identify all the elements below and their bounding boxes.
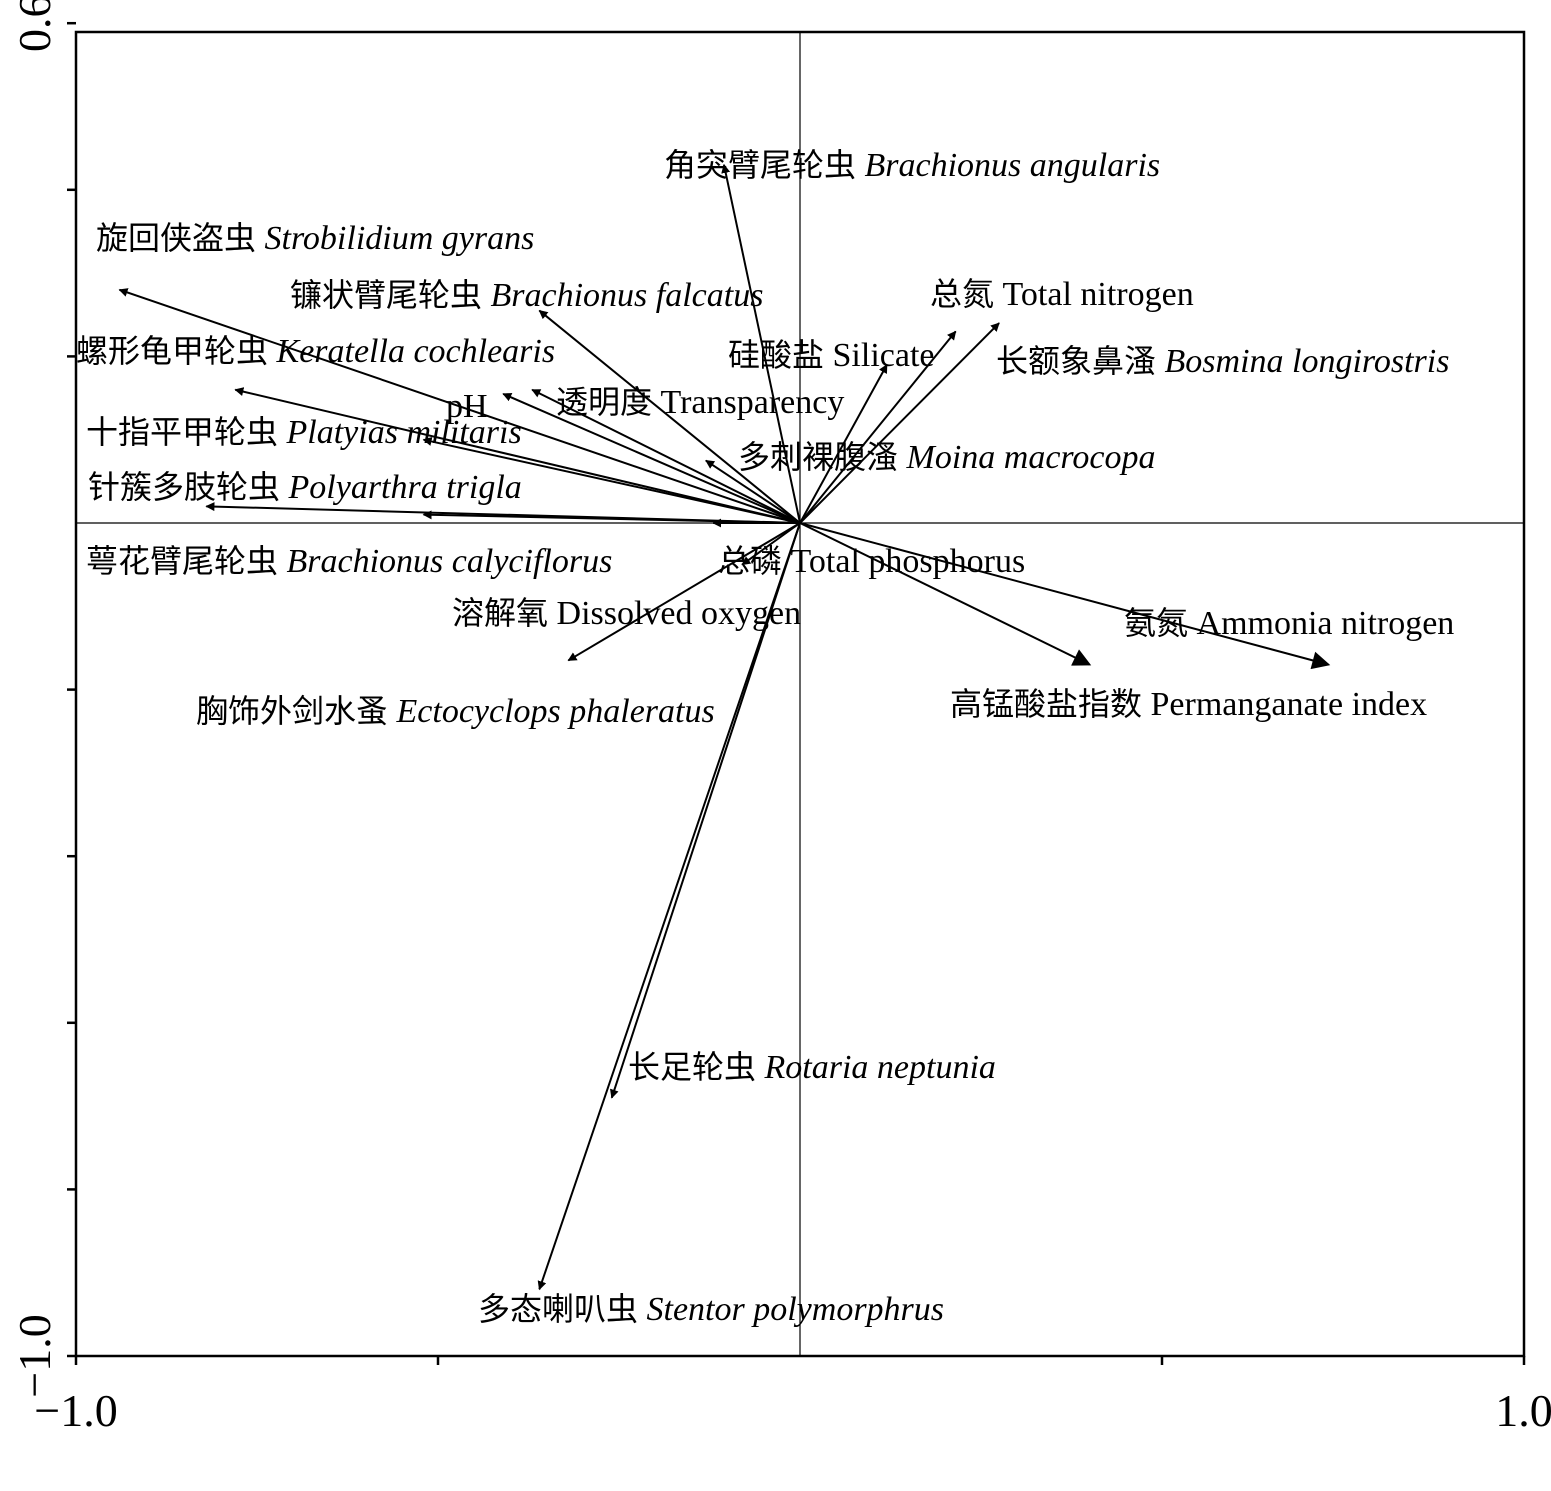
- arrow-brachionus-calyciflorus: [422, 510, 801, 524]
- label-silicate: 硅酸盐 Silicate: [728, 336, 934, 374]
- label-name: Permanganate index: [1151, 686, 1428, 723]
- label-name: Brachionus falcatus: [491, 277, 764, 314]
- x-tick-label: −1.0: [34, 1385, 117, 1436]
- arrow-bosmina-longirostris: [799, 363, 888, 524]
- biplot-arrows: [118, 163, 1331, 1291]
- label-name: Brachionus angularis: [865, 147, 1161, 184]
- label-name: Stentor polymorphrus: [647, 1291, 945, 1328]
- label-brachionus-falcatus: 镰状臂尾轮虫 Brachionus falcatus: [290, 276, 763, 314]
- arrow-ectocyclops-phaleratus: [741, 522, 801, 566]
- label-platyias-militaris: 十指平甲轮虫 Platyias militaris: [86, 413, 522, 451]
- label-name: Bosmina longirostris: [1165, 343, 1450, 380]
- label-name: Strobilidium gyrans: [265, 220, 535, 257]
- label-cn: 长足轮虫: [628, 1048, 756, 1086]
- label-cn: 萼花臂尾轮虫: [86, 542, 278, 580]
- label-cn: 旋回侠盗虫: [96, 219, 256, 257]
- label-dissolved-oxygen: 溶解氧 Dissolved oxygen: [452, 594, 801, 632]
- label-name: pH: [446, 388, 488, 425]
- label-cn: 总氮: [930, 275, 994, 313]
- label-name: Dissolved oxygen: [557, 595, 802, 632]
- label-cn: 多刺裸腹溞: [738, 438, 898, 476]
- label-cn: 硅酸盐: [728, 336, 824, 374]
- label-cn: 透明度: [556, 383, 652, 421]
- label-rotaria-neptunia: 长足轮虫 Rotaria neptunia: [628, 1048, 996, 1086]
- arrow-dissolved-oxygen: [567, 522, 801, 662]
- label-cn: 多态喇叭虫: [478, 1290, 638, 1328]
- label-moina-macrocopa: 多刺裸腹溞 Moina macrocopa: [738, 438, 1156, 476]
- label-name: Total phosphorus: [791, 543, 1026, 580]
- arrow-total-nitrogen: [799, 322, 1000, 524]
- label-keratella-cochlearis: 螺形龟甲轮虫 Keratella cochlearis: [76, 332, 555, 370]
- label-permanganate-index: 高锰酸盐指数 Permanganate index: [950, 685, 1427, 723]
- arrow-rotaria-neptunia: [610, 522, 801, 1099]
- y-tick-label: −1.0: [9, 1314, 60, 1397]
- label-name: Ammonia nitrogen: [1197, 605, 1455, 642]
- y-tick-label: 0.6: [9, 0, 60, 52]
- arrow-keratella-cochlearis: [234, 387, 801, 524]
- arrow-silicate: [799, 330, 957, 524]
- arrow-brachionus-falcatus: [538, 309, 801, 524]
- label-name: Rotaria neptunia: [764, 1049, 996, 1086]
- arrow-ph: [502, 392, 801, 524]
- label-transparency: 透明度 Transparency: [556, 383, 844, 421]
- label-cn: 高锰酸盐指数: [950, 685, 1142, 723]
- label-brachionus-calyciflorus: 萼花臂尾轮虫 Brachionus calyciflorus: [86, 542, 612, 580]
- label-total-phosphorus: 总磷 Total phosphorus: [718, 542, 1025, 580]
- label-cn: 胸饰外剑水蚤: [196, 692, 388, 730]
- label-cn: 镰状臂尾轮虫: [290, 276, 482, 314]
- label-bosmina-longirostris: 长额象鼻溞 Bosmina longirostris: [996, 342, 1449, 380]
- axis-ticks: −1.0 1.0 0.6 −1.0: [9, 0, 1551, 1436]
- label-total-nitrogen: 总氮 Total nitrogen: [930, 275, 1194, 313]
- label-cn: 氨氮: [1124, 604, 1188, 642]
- label-stentor-polymorphrus: 多态喇叭虫 Stentor polymorphrus: [478, 1290, 944, 1328]
- label-cn: 角突臂尾轮虫: [664, 146, 856, 184]
- label-ectocyclops-phaleratus: 胸饰外剑水蚤 Ectocyclops phaleratus: [196, 692, 715, 730]
- label-name: Ectocyclops phaleratus: [396, 693, 715, 730]
- label-ammonia-nitrogen: 氨氮 Ammonia nitrogen: [1124, 604, 1454, 642]
- arrow-labels: 旋回侠盗虫 Strobilidium gyrans 镰状臂尾轮虫 Brachion…: [76, 146, 1454, 1328]
- arrow-moina-macrocopa: [705, 459, 801, 524]
- label-name: Transparency: [661, 384, 845, 421]
- arrow-permanganate-index: [799, 522, 1092, 666]
- arrow-brachionus-angularis: [721, 163, 801, 524]
- label-brachionus-angularis: 角突臂尾轮虫 Brachionus angularis: [664, 146, 1160, 184]
- label-cn: 总磷: [718, 542, 782, 580]
- arrow-stentor-polymorphrus: [537, 522, 801, 1291]
- label-name: Silicate: [833, 337, 935, 374]
- arrow-transparency: [531, 388, 801, 524]
- x-tick-label: 1.0: [1495, 1385, 1551, 1436]
- label-cn: 螺形龟甲轮虫: [76, 332, 268, 370]
- label-name: Moina macrocopa: [906, 439, 1156, 476]
- label-name: Platyias militaris: [286, 414, 522, 451]
- label-cn: 长额象鼻溞: [996, 342, 1156, 380]
- label-cn: 溶解氧: [452, 594, 548, 632]
- label-name: Polyarthra trigla: [288, 469, 522, 506]
- label-name: Brachionus calyciflorus: [287, 543, 613, 580]
- label-cn: 针簇多肢轮虫: [88, 468, 280, 506]
- label-strobilidium-gyrans: 旋回侠盗虫 Strobilidium gyrans: [96, 219, 534, 257]
- arrow-platyias-militaris: [422, 437, 801, 524]
- label-ph: pH: [446, 388, 488, 425]
- label-cn: 十指平甲轮虫: [86, 413, 278, 451]
- arrow-ammonia-nitrogen: [799, 522, 1331, 670]
- label-polyarthra-trigla: 针簇多肢轮虫 Polyarthra trigla: [88, 468, 522, 506]
- label-name: Total nitrogen: [1003, 276, 1194, 313]
- arrow-strobilidium-gyrans: [118, 288, 801, 524]
- label-name: Keratella cochlearis: [276, 333, 556, 370]
